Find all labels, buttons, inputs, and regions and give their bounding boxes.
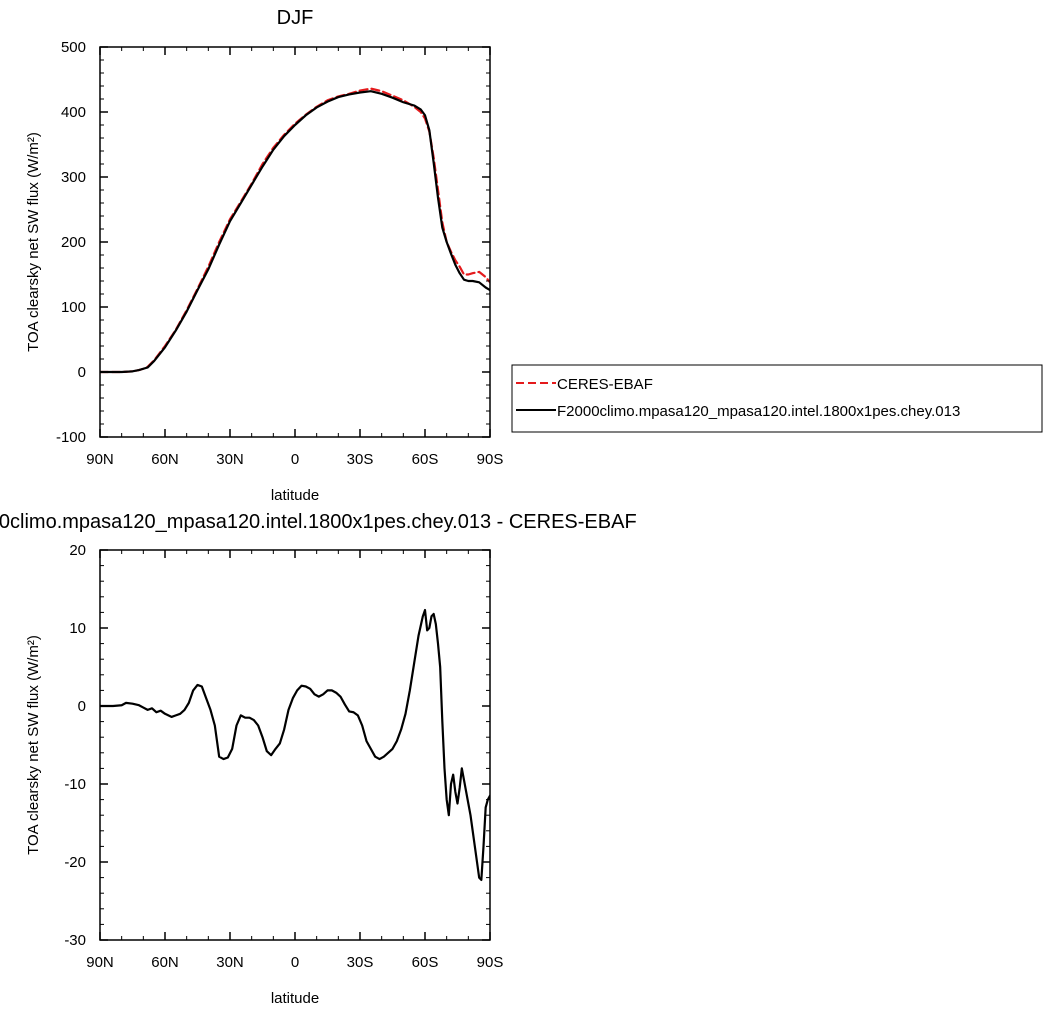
bottom-y-tick-label: -30 bbox=[64, 932, 86, 949]
top-y-tick-label: 500 bbox=[61, 39, 86, 56]
top-x-tick-label: 90N bbox=[86, 451, 114, 468]
bottom-chart-title: F2000climo.mpasa120_mpasa120.intel.1800x… bbox=[0, 511, 637, 533]
bottom-y-tick-label: 20 bbox=[69, 542, 86, 559]
top-y-tick-label: 100 bbox=[61, 299, 86, 316]
bottom-y-tick-label: 10 bbox=[69, 620, 86, 637]
top-y-tick-label: -100 bbox=[56, 429, 86, 446]
top-x-tick-label: 30N bbox=[216, 451, 244, 468]
top-y-tick-label: 0 bbox=[78, 364, 86, 381]
top-series-line-0 bbox=[100, 87, 490, 374]
bottom-y-tick-label: 0 bbox=[78, 698, 86, 715]
top-series-line-1 bbox=[100, 90, 490, 374]
top-x-tick-label: 30S bbox=[347, 451, 374, 468]
bottom-x-tick-label: 60N bbox=[151, 954, 179, 971]
top-y-tick-label: 200 bbox=[61, 234, 86, 251]
bottom-x-tick-label: 90N bbox=[86, 954, 114, 971]
legend-label-model: F2000climo.mpasa120_mpasa120.intel.1800x… bbox=[557, 403, 960, 420]
top-plot-frame bbox=[99, 46, 491, 438]
top-y-tick-label: 400 bbox=[61, 104, 86, 121]
top-x-tick-label: 90S bbox=[477, 451, 504, 468]
bottom-x-axis-label: latitude bbox=[271, 990, 319, 1007]
legend: CERES-EBAF F2000climo.mpasa120_mpasa120.… bbox=[511, 364, 1043, 433]
top-chart-title: DJF bbox=[277, 7, 314, 29]
bottom-x-tick-label: 0 bbox=[291, 954, 299, 971]
legend-box bbox=[511, 364, 1043, 433]
bottom-x-tick-label: 90S bbox=[477, 954, 504, 971]
bottom-ticks-group: 90N 60N 30N 0 30S 60S 90S -30 -20 -10 0 10 20 bbox=[64, 542, 503, 971]
bottom-x-tick-label: 60S bbox=[412, 954, 439, 971]
bottom-x-tick-label: 30S bbox=[347, 954, 374, 971]
top-x-tick-label: 0 bbox=[291, 451, 299, 468]
top-x-axis-label: latitude bbox=[271, 487, 319, 504]
top-y-axis-label: TOA clearsky net SW flux (W/m²) bbox=[25, 132, 42, 352]
top-x-tick-label: 60S bbox=[412, 451, 439, 468]
bottom-series-group bbox=[100, 608, 490, 882]
bottom-panel: F2000climo.mpasa120_mpasa120.intel.1800x… bbox=[0, 511, 637, 1007]
bottom-y-tick-label: -10 bbox=[64, 776, 86, 793]
top-x-tick-label: 60N bbox=[151, 451, 179, 468]
top-series-group bbox=[100, 87, 490, 374]
bottom-plot-frame bbox=[99, 549, 491, 941]
top-ticks-group: 90N 60N 30N 0 30S 60S 90S -100 0 100 200 300 400 500 bbox=[56, 39, 503, 468]
top-panel: DJF 90N 60N 30N 0 30S 60S 90S -100 0 100 200 300 400… bbox=[25, 7, 503, 504]
bottom-series-line-0 bbox=[100, 608, 490, 882]
bottom-x-tick-label: 30N bbox=[216, 954, 244, 971]
bottom-y-tick-label: -20 bbox=[64, 854, 86, 871]
top-y-tick-label: 300 bbox=[61, 169, 86, 186]
legend-label-ceres: CERES-EBAF bbox=[557, 376, 653, 393]
bottom-y-axis-label: TOA clearsky net SW flux (W/m²) bbox=[25, 635, 42, 855]
